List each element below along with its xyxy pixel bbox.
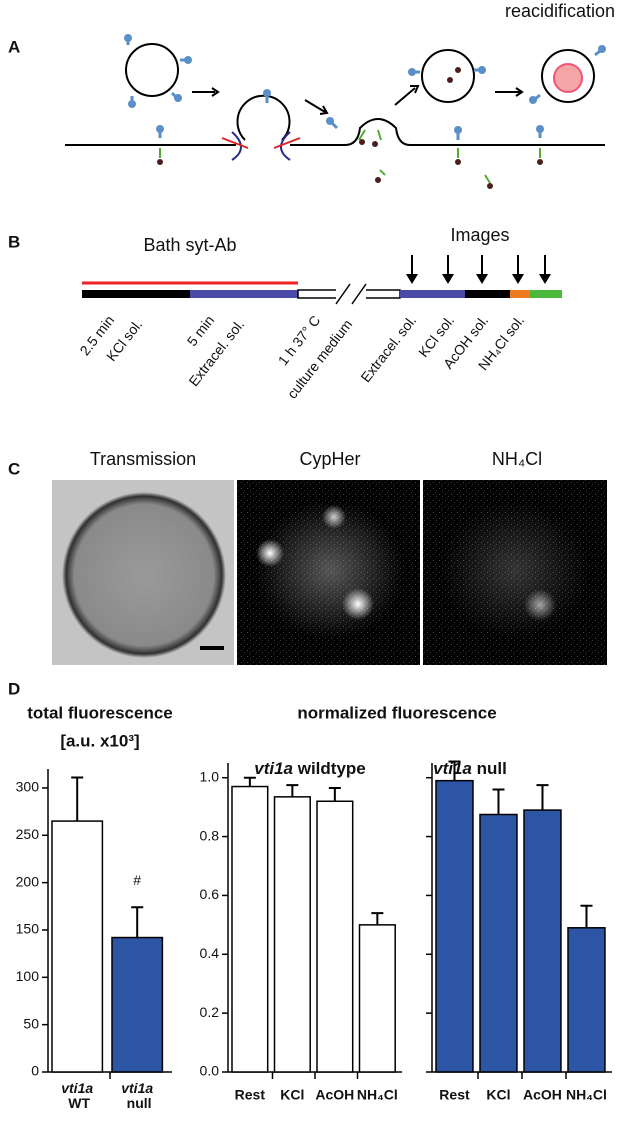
bar [231,785,269,1073]
panel-heading: normalized fluorescence [297,703,496,722]
y-tick-label: 300 [16,779,40,795]
x-tick-label: Rest [235,1087,266,1103]
bar [51,820,104,1073]
image-title: NH₄Cl [492,449,542,469]
y-tick-label: 0.2 [200,1004,220,1020]
x-tick-label: AcOH [523,1087,562,1103]
annotation: # [133,872,141,888]
bar [479,813,518,1073]
step-label: Extracel. sol. [357,312,419,385]
error-bar [536,784,549,811]
y-tick-label: 100 [16,968,40,984]
y-tick-label: 0.6 [200,886,220,902]
panel-label: B [8,232,20,251]
error-bar [243,776,256,787]
y-tick-label: 200 [16,873,40,889]
chart-title: vti1a null [433,759,507,778]
error-bar [580,904,593,928]
panel-label: A [8,37,20,56]
y-tick-label: 50 [23,1015,39,1031]
y-tick-label: 0.4 [200,945,220,961]
x-tick-label: vti1a WT [61,1080,93,1111]
bar [316,800,354,1073]
error-bar [328,787,341,802]
x-tick-label: Rest [439,1087,470,1103]
x-tick-label: NH₄Cl [357,1087,398,1103]
diagram-label: reacidification [505,1,615,21]
image-title: Transmission [90,449,196,469]
error-bar [492,788,505,815]
bar [111,936,164,1073]
micrographs: Transmission CypHer NH₄Cl [52,449,607,665]
y-tick-label: 0.0 [200,1063,220,1079]
x-tick-label: vti1a null [121,1080,153,1111]
y-axis-label: [a.u. x10³] [60,731,139,750]
bar [567,927,606,1073]
y-tick-label: 1.0 [200,768,220,784]
y-tick-label: 0.8 [200,827,220,843]
charts: total fluorescence [a.u. x10³] 0 50 100 150 20… [16,703,612,1111]
x-tick-label: NH₄Cl [566,1087,607,1103]
error-bar [131,906,144,938]
y-tick-label: 0 [31,1063,39,1079]
bar [435,779,474,1073]
bar [273,796,311,1073]
chart-title: vti1a wildtype [254,759,365,778]
diagram-label: Bath syt-Ab [143,235,236,255]
error-bar [448,760,461,781]
diagram-a: reacidification [65,1,615,189]
y-tick-label: 150 [16,921,40,937]
diagram-b: Bath syt-Ab Images [82,225,562,305]
x-tick-label: AcOH [315,1087,354,1103]
diagram-label: Images [450,225,509,245]
image-title: CypHer [299,449,360,469]
error-bar [71,776,84,822]
y-tick-label: 250 [16,826,40,842]
error-bar [371,912,384,925]
error-bar [286,784,299,797]
x-tick-label: KCl [280,1087,304,1103]
panel-label: D [8,679,20,698]
bar [523,809,562,1073]
panel-label: C [8,459,20,478]
bar [358,924,396,1073]
x-tick-label: KCl [486,1087,510,1103]
chart-title: total fluorescence [27,703,173,722]
